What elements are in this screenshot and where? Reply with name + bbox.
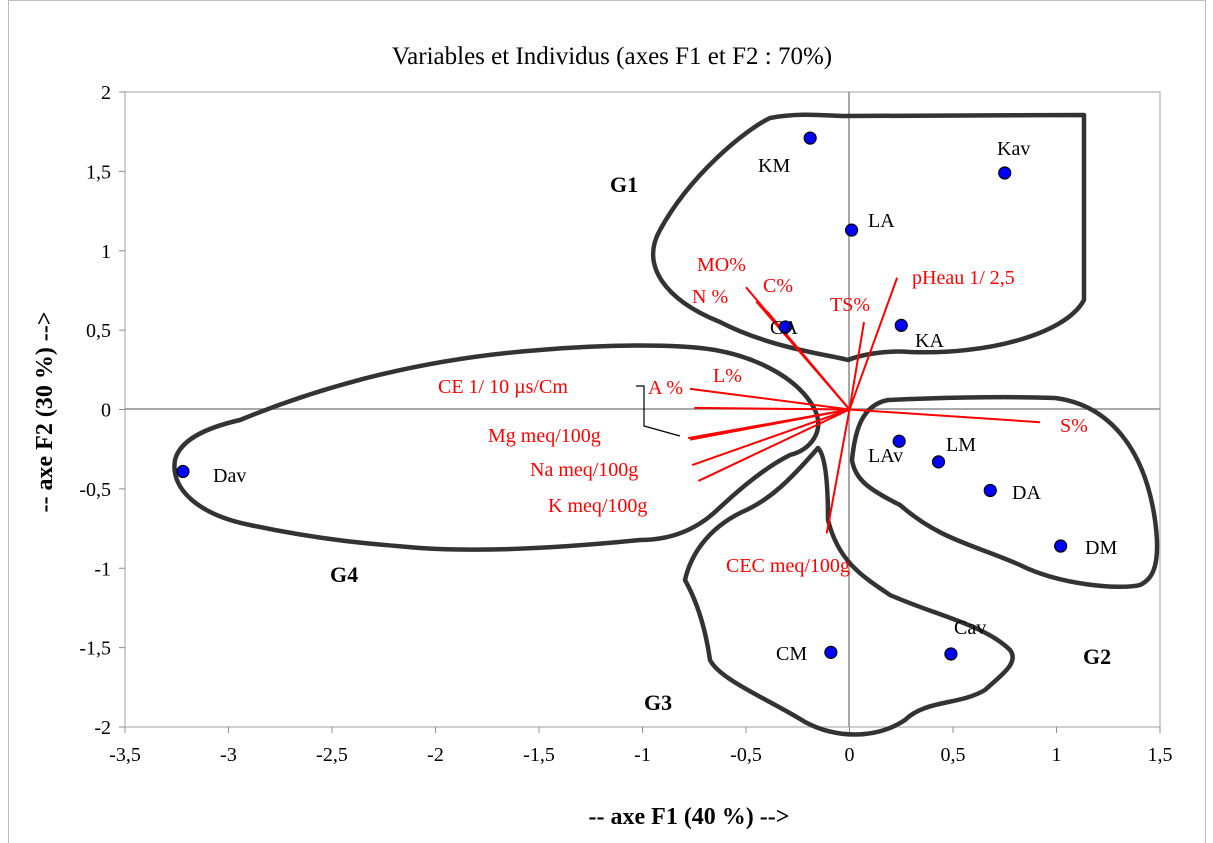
point-label-dav: Dav [213,465,246,487]
group-outline-g3 [682,445,1015,737]
var-label-mg: Mg meq/100g [488,425,601,447]
variable-vector [689,408,850,441]
y-tick-label: -2 [94,717,111,739]
y-tick-label: 1,5 [86,161,111,183]
x-tick-label: -1 [634,744,651,766]
x-tick-label: -2 [427,744,444,766]
group-label-g1: G1 [610,172,638,197]
x-tick-label: 1,5 [1148,744,1173,766]
y-tick-label: -1 [94,558,111,580]
var-label-c: C% [763,275,793,297]
point-label-lav: LAv [868,445,903,467]
x-tick-label: 0 [845,744,855,766]
x-axis-ticks: -3,5 -3 -2,5 -2 -1,5 -1 -0,5 0 0,5 1 1,5 [109,727,1173,766]
variable-vector [849,408,1041,424]
group-outline-g4 [172,343,821,552]
y-tick-label: 0,5 [86,320,111,342]
ce-leader-line [636,385,681,437]
x-tick-label: -3,5 [109,744,141,766]
variable-vectors [687,277,1041,534]
variable-vector [825,409,851,534]
var-label-s: S% [1060,415,1088,437]
var-label-k: K meq/100g [548,495,647,517]
point-label-cav: Cav [954,617,986,639]
x-tick-label: -1,5 [523,744,555,766]
variable-vector [697,408,850,482]
individual-point [931,455,946,469]
y-axis-ticks: -2 -1,5 -1 -0,5 0 0,5 1 1,5 2 [79,82,125,739]
variable-labels: MO% C% N % TS% pHeau 1/ 2,5 L% A % CE 1/… [438,254,1088,577]
individual-point [983,483,997,498]
point-label-la: LA [868,210,895,232]
variable-vector [691,408,850,467]
x-axis-title: -- axe F1 (40 %) --> [589,804,790,830]
individual-point [892,434,906,448]
x-tick-label: -0,5 [730,744,762,766]
chart-frame [8,0,1206,843]
group-outline-g1 [650,112,1087,363]
x-tick-label: -3 [220,744,237,766]
variable-vector [848,277,899,410]
var-label-mo: MO% [697,254,746,276]
group-label-g2: G2 [1083,644,1111,669]
individual-point [998,166,1012,180]
var-label-ts: TS% [830,294,870,316]
var-label-n: N % [692,286,728,308]
individual-point [778,320,792,334]
var-label-na: Na meq/100g [530,459,638,481]
y-tick-label: 0 [101,400,111,422]
point-label-ka: KA [915,330,944,352]
y-tick-label: -0,5 [79,479,111,501]
chart-title: Variables et Individus (axes F1 et F2 : … [392,43,832,70]
point-label-kav: Kav [997,138,1030,160]
var-label-ce: CE 1/ 10 µs/Cm [438,376,568,398]
individual-point [803,131,817,145]
individual-points [176,131,1068,661]
point-label-dm: DM [1085,537,1117,559]
individual-point [894,318,908,332]
individual-point [1054,539,1068,553]
var-label-l: L% [713,365,742,387]
var-label-pheau: pHeau 1/ 2,5 [912,267,1015,289]
point-label-cm: CM [776,643,807,665]
point-label-lm: LM [946,434,976,456]
group-outline-g2 [849,394,1160,590]
x-tick-label: -2,5 [316,744,348,766]
individual-point [824,645,838,659]
group-label-g4: G4 [330,562,358,587]
x-tick-label: 0,5 [941,744,966,766]
x-tick-label: 1 [1052,744,1062,766]
variable-vector [694,406,850,411]
individual-point [944,647,958,661]
individual-point [176,464,190,479]
point-label-km: KM [758,155,790,177]
point-labels: KM Kav LA CA KA Dav LAv LM DA DM CM Cav [213,138,1117,665]
group-label-g3: G3 [644,690,672,715]
variable-vector [689,387,850,411]
point-label-da: DA [1012,482,1041,504]
variable-vector [848,322,865,410]
y-tick-label: 2 [101,82,111,104]
var-label-cec: CEC meq/100g [726,555,850,577]
var-label-a: A % [648,377,683,399]
y-axis-title: -- axe F2 (30 %) --> [32,312,58,513]
point-label-ca: CA [770,317,798,339]
y-tick-label: 1 [101,241,111,263]
y-tick-label: -1,5 [79,638,111,660]
individual-point [844,223,859,237]
